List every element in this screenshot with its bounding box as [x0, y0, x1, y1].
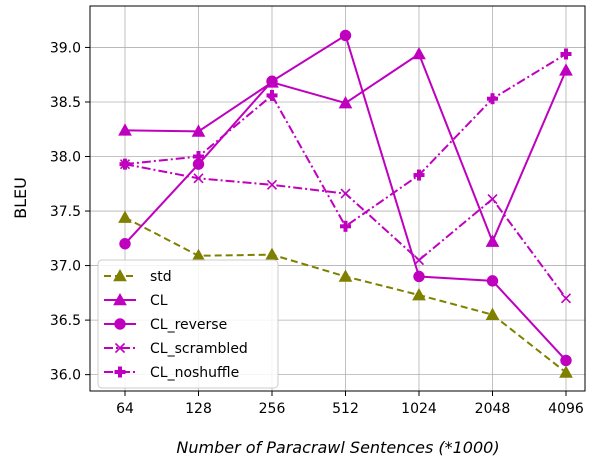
x-axis-ticks: 64 128 256 512 1024 2048 4096: [116, 391, 584, 417]
data-point-plus: [413, 169, 425, 181]
data-point-triangle: [412, 46, 426, 60]
data-point-triangle: [485, 307, 500, 320]
data-point-triangle: [191, 124, 206, 137]
data-point-circle: [413, 270, 425, 283]
legend-marker-triangle: [113, 268, 127, 282]
data-point-x: [413, 255, 425, 266]
legend-item: CL: [104, 292, 168, 309]
x-tick-label: 2048: [475, 401, 511, 417]
y-tick-label: 37.5: [50, 204, 81, 220]
y-tick-label: 38.0: [50, 150, 81, 166]
legend-label: std: [150, 269, 172, 285]
y-tick-label: 39.0: [50, 40, 81, 56]
y-axis-ticks: 36.0 36.5 37.0 37.5 38.0 38.5 39.0: [50, 40, 90, 384]
data-point-triangle: [485, 234, 500, 247]
legend-label: CL: [150, 293, 168, 309]
legend-item: CL_reverse: [104, 317, 227, 333]
data-point-x: [487, 193, 498, 205]
data-point-plus: [340, 220, 351, 232]
data-point-circle: [486, 275, 499, 287]
data-point-triangle: [191, 248, 206, 262]
data-point-plus: [266, 89, 278, 101]
data-point-x: [340, 188, 351, 199]
y-tick-label: 38.5: [50, 95, 81, 111]
legend-item: CL_noshuffle: [104, 365, 239, 381]
y-tick-label: 36.0: [50, 368, 81, 384]
legend-box: [97, 259, 279, 389]
legend-marker-circle: [114, 318, 126, 330]
data-point-triangle: [412, 287, 426, 301]
series-cl-scrambled: [119, 159, 572, 304]
y-axis-title: BLEU: [11, 177, 30, 219]
legend-marker-plus: [114, 366, 126, 378]
data-point-plus: [487, 93, 498, 105]
data-point-circle: [339, 29, 352, 42]
data-point-x: [266, 179, 278, 190]
legend: std CL CL_reverse CL_scrambled CL_noshuffle: [97, 259, 279, 389]
data-point-triangle: [338, 96, 353, 109]
data-point-x: [560, 293, 572, 304]
data-point-triangle: [118, 210, 132, 223]
legend-item: CL_scrambled: [104, 341, 248, 357]
plot-frame: [89, 5, 586, 392]
series-layer: [118, 29, 573, 378]
legend-marker-triangle: [113, 292, 127, 306]
x-tick-label: 128: [185, 401, 212, 417]
legend-marker-x: [114, 342, 126, 354]
series-std: [118, 210, 573, 378]
data-point-plus: [193, 151, 204, 163]
series-cl-reverse: [119, 29, 572, 367]
series-cl: [118, 46, 573, 247]
data-point-triangle: [118, 123, 132, 136]
series-cl-noshuffle: [119, 48, 572, 232]
data-point-x: [193, 173, 204, 184]
x-tick-label: 1024: [401, 401, 437, 417]
data-point-circle: [560, 354, 572, 367]
data-point-triangle: [559, 365, 573, 378]
legend-label: CL_scrambled: [150, 341, 248, 357]
x-axis-title: Number of Paracrawl Sentences (*1000): [176, 438, 499, 457]
data-point-triangle: [338, 269, 353, 282]
x-tick-label: 512: [332, 401, 359, 417]
data-point-plus: [560, 48, 572, 60]
data-point-circle: [266, 75, 278, 87]
data-point-triangle: [265, 247, 279, 260]
legend-label: CL_noshuffle: [150, 365, 239, 381]
x-tick-label: 256: [259, 401, 286, 417]
data-point-plus: [119, 158, 131, 170]
data-point-circle: [119, 238, 131, 250]
legend-label: CL_reverse: [150, 317, 227, 333]
x-tick-label: 4096: [548, 401, 584, 417]
x-tick-label: 64: [116, 401, 134, 417]
y-tick-label: 36.5: [50, 313, 81, 329]
y-tick-label: 37.0: [50, 259, 81, 275]
legend-item: std: [104, 268, 172, 285]
data-point-triangle: [559, 63, 573, 76]
